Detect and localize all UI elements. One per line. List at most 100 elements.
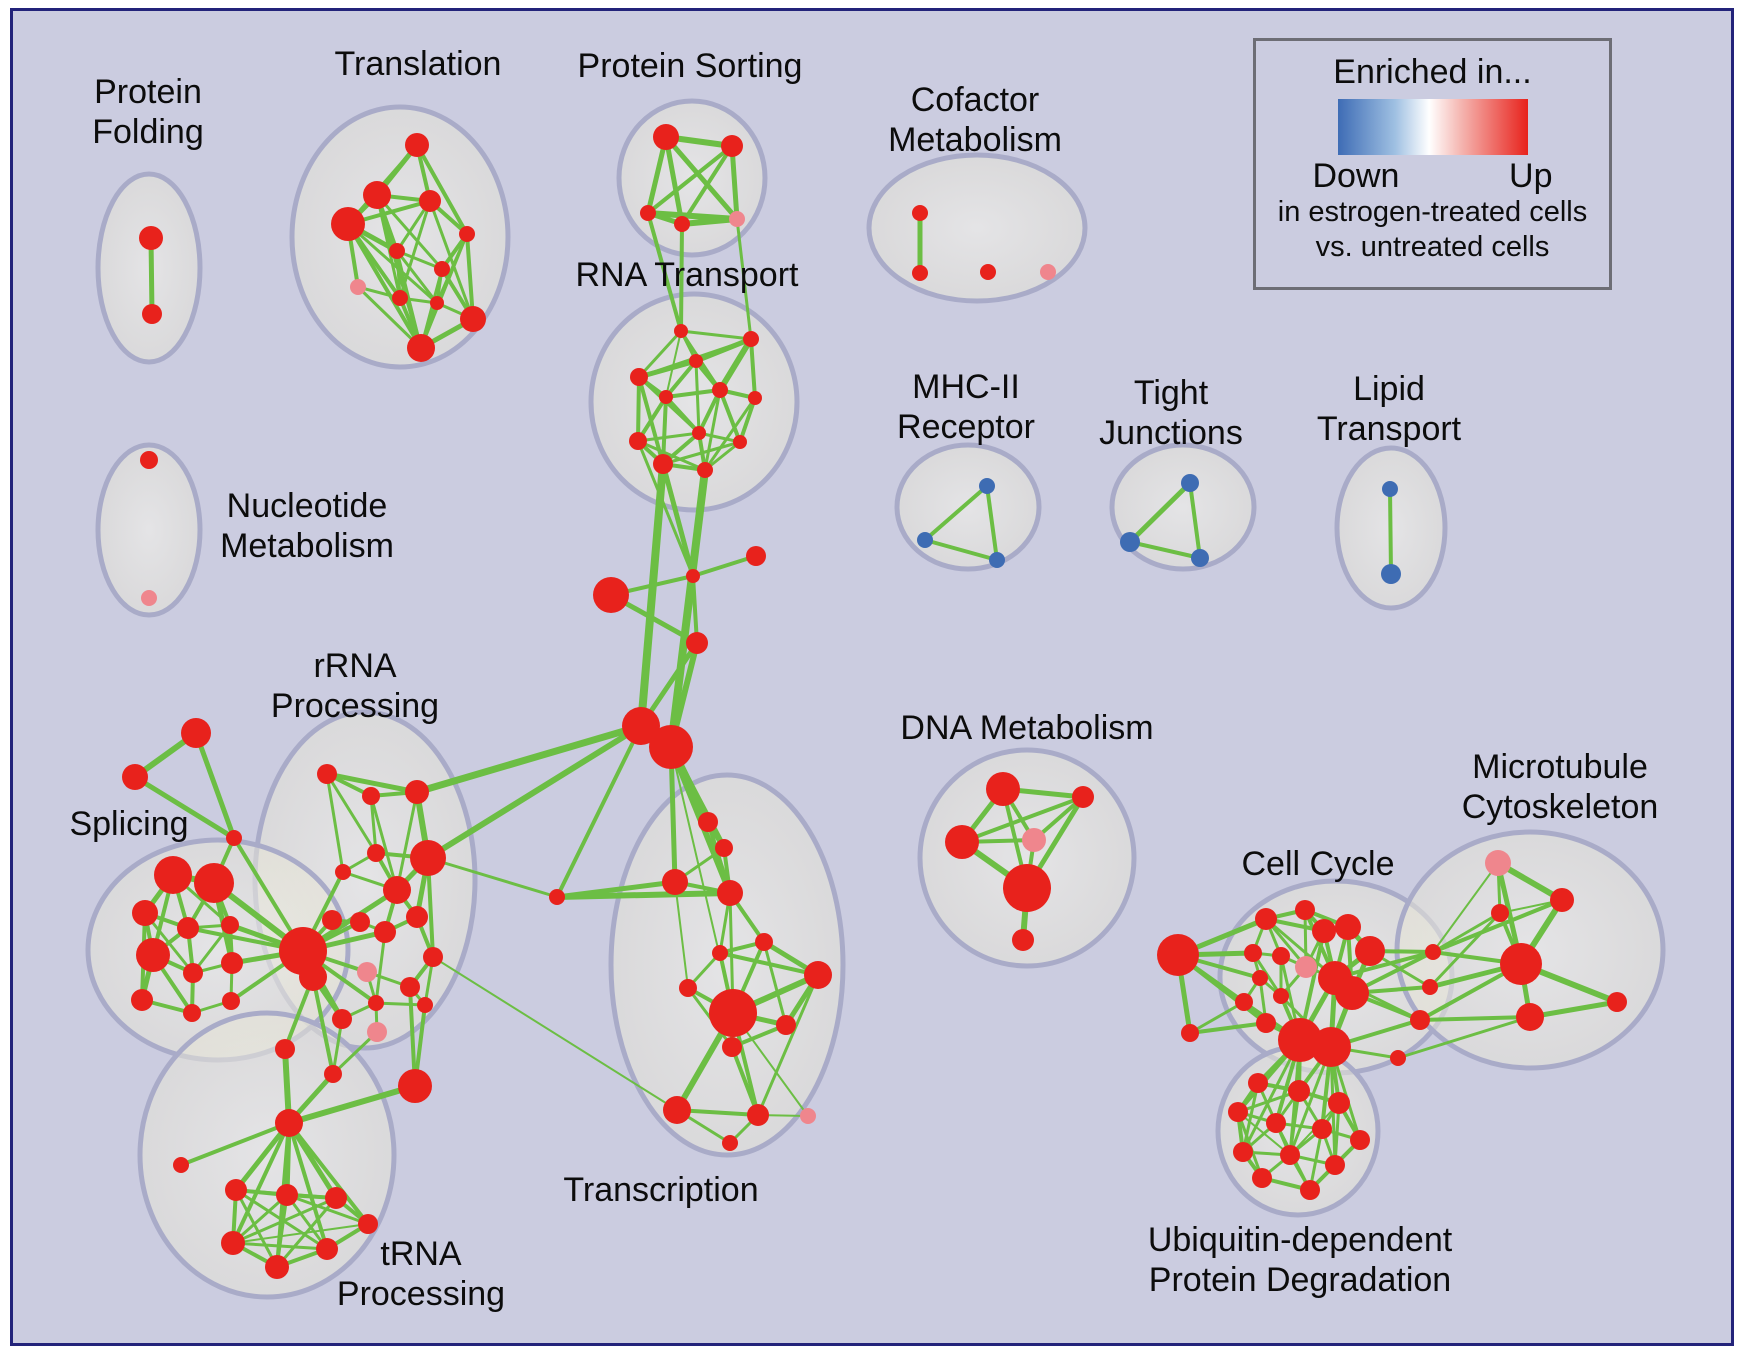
- cluster-ellipse-translation: [289, 104, 511, 370]
- edge-sp5-sp7: [191, 923, 232, 975]
- node-t3: [419, 190, 441, 212]
- node-tx8: [679, 979, 697, 997]
- edge-r5-r6: [664, 388, 722, 399]
- edge-tx5-tx9: [762, 940, 788, 1027]
- node-c2: [912, 265, 928, 281]
- node-l1: [1382, 481, 1398, 497]
- node-t10: [430, 296, 444, 310]
- node-sp9: [131, 989, 153, 1011]
- edge-u4-u9: [1237, 1111, 1291, 1156]
- edge-rr20-tnh: [286, 1083, 418, 1126]
- edge-b2-mt3: [1428, 911, 1502, 989]
- edge-t6-t10: [395, 249, 439, 305]
- node-tx7: [804, 961, 832, 989]
- edge-r2-r7: [749, 337, 757, 400]
- cluster-ellipse-transcription: [608, 772, 846, 1158]
- node-rr4: [367, 844, 385, 862]
- node-tnh: [275, 1109, 303, 1137]
- node-tj3: [1191, 549, 1209, 567]
- node-tn5: [316, 1238, 338, 1260]
- edge-b1-mt1: [1432, 862, 1499, 953]
- node-s5: [729, 211, 745, 227]
- node-qf: [1157, 934, 1199, 976]
- edge-tj1-tj3: [1188, 481, 1202, 560]
- node-cc4: [686, 632, 708, 654]
- edge-hubB-tx3: [668, 744, 678, 885]
- node-b3: [1410, 1010, 1430, 1030]
- node-u9: [1280, 1145, 1300, 1165]
- node-rrh2: [299, 963, 327, 991]
- node-mt1: [1485, 850, 1511, 876]
- node-q12: [1273, 988, 1289, 1004]
- edge-tnh-tn4: [231, 1121, 291, 1245]
- node-txh: [709, 989, 757, 1037]
- edge-hubA-rr3: [413, 722, 645, 796]
- edge-tx7-tx12: [756, 973, 820, 1117]
- node-mt3: [1491, 904, 1509, 922]
- node-q15: [1278, 1018, 1322, 1062]
- node-u1: [1248, 1073, 1268, 1093]
- cluster-ellipse-cofactor-metabolism: [866, 152, 1088, 304]
- node-d3: [1072, 786, 1094, 808]
- node-sp3: [132, 900, 158, 926]
- node-rr11: [406, 906, 428, 928]
- edge-u1-u8: [1241, 1081, 1260, 1154]
- node-tx1: [698, 812, 718, 832]
- node-mt4: [1500, 943, 1542, 985]
- node-t11: [460, 306, 486, 332]
- edge-tn2-tn5: [285, 1193, 329, 1251]
- edge-t4-t12: [346, 222, 423, 350]
- node-u4: [1228, 1102, 1248, 1122]
- node-q9: [1252, 970, 1268, 986]
- node-s2: [721, 135, 743, 157]
- edge-r3-r4: [636, 358, 699, 380]
- node-rr14: [423, 947, 443, 967]
- node-tn7: [358, 1214, 378, 1234]
- edge-rr1-rr5: [325, 772, 345, 874]
- node-sp2: [194, 863, 234, 903]
- node-tj1: [1181, 474, 1199, 492]
- edge-cc1-cc4: [691, 574, 699, 645]
- edge-t6-t7: [395, 249, 444, 271]
- node-r10: [733, 435, 747, 449]
- edge-b3-mt5: [1418, 1015, 1532, 1022]
- edge-r11-hubA: [637, 460, 667, 730]
- node-r5: [659, 390, 673, 404]
- node-t2: [363, 181, 391, 209]
- edge-r7-r10: [738, 396, 757, 444]
- cluster-ellipse-tight-junctions: [1109, 442, 1257, 572]
- edge-tj2-tj3: [1128, 540, 1202, 560]
- node-cn1: [549, 889, 565, 905]
- node-c1: [912, 205, 928, 221]
- node-sp11: [222, 992, 240, 1010]
- legend-down-label: Down: [1312, 157, 1400, 195]
- node-s1: [653, 124, 679, 150]
- edge-rr2-rr6: [369, 794, 399, 892]
- edge-m1-m3: [985, 484, 999, 562]
- edge-s1-s5: [663, 134, 740, 222]
- node-r2: [743, 331, 759, 347]
- edge-r2-r6: [717, 336, 754, 393]
- edge-tn2-tn4: [231, 1193, 289, 1245]
- node-rr19: [324, 1065, 342, 1083]
- node-rr5: [335, 864, 351, 880]
- node-s4: [674, 216, 690, 232]
- node-t8: [350, 279, 366, 295]
- edge-l1-l2: [1388, 487, 1393, 576]
- node-c4: [1040, 264, 1056, 280]
- edge-r1-r4: [637, 329, 683, 379]
- node-q13: [1335, 976, 1369, 1010]
- node-tx10: [722, 1037, 742, 1057]
- edge-t8-t12: [356, 285, 423, 350]
- edge-tn3-tn4: [231, 1196, 338, 1245]
- edge-cn1-tx4: [554, 890, 733, 900]
- node-r6: [712, 382, 728, 398]
- node-q7: [1272, 947, 1290, 965]
- node-tn3: [325, 1187, 347, 1209]
- node-tn6: [265, 1255, 289, 1279]
- node-m3: [989, 552, 1005, 568]
- edge-tr2-tr3: [132, 774, 237, 841]
- edge-ql-q14: [1188, 1021, 1268, 1035]
